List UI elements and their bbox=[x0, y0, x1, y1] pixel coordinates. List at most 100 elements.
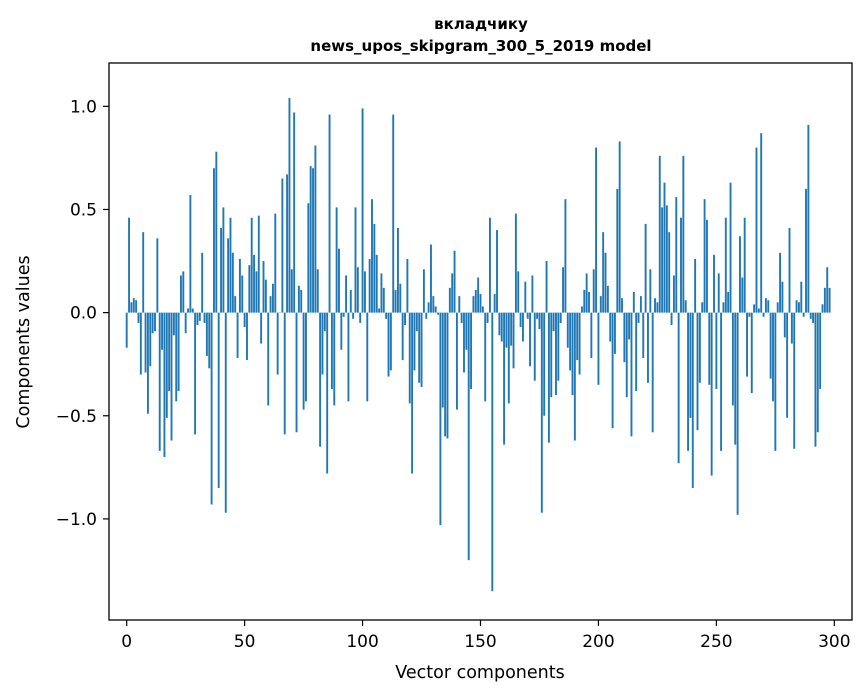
bar bbox=[632, 291, 635, 313]
bar bbox=[378, 308, 381, 313]
bar bbox=[651, 312, 654, 433]
bar bbox=[321, 312, 324, 375]
bar bbox=[302, 312, 305, 410]
bar bbox=[529, 312, 531, 367]
bar bbox=[583, 289, 586, 313]
bar bbox=[786, 312, 789, 418]
bar bbox=[286, 174, 289, 313]
y-tick-label: −1.0 bbox=[56, 510, 97, 530]
bar bbox=[422, 269, 425, 313]
bar bbox=[708, 312, 711, 385]
bar bbox=[323, 312, 326, 332]
x-tick-label: 150 bbox=[464, 632, 496, 652]
bar bbox=[526, 312, 529, 319]
bar bbox=[753, 304, 756, 313]
bar bbox=[394, 289, 397, 313]
bar bbox=[371, 199, 373, 313]
bar bbox=[168, 312, 171, 392]
bar bbox=[635, 312, 638, 392]
bar bbox=[639, 296, 642, 313]
bar bbox=[762, 312, 765, 317]
bar bbox=[314, 145, 317, 313]
bar bbox=[382, 287, 385, 313]
bar bbox=[805, 188, 807, 313]
bar bbox=[488, 217, 491, 313]
bar bbox=[715, 312, 718, 389]
bar bbox=[356, 267, 359, 313]
bar bbox=[363, 271, 366, 313]
bar bbox=[552, 312, 555, 332]
bar bbox=[246, 312, 248, 361]
bar bbox=[649, 269, 652, 313]
bar bbox=[590, 312, 593, 359]
bar bbox=[514, 213, 517, 313]
x-tick-label: 300 bbox=[818, 632, 850, 652]
bar bbox=[154, 312, 156, 332]
bar bbox=[175, 312, 178, 402]
bar bbox=[557, 312, 560, 381]
bar bbox=[177, 312, 180, 392]
bar bbox=[703, 199, 706, 313]
bar bbox=[144, 312, 147, 373]
bar bbox=[389, 312, 392, 371]
bar bbox=[729, 182, 732, 313]
bar bbox=[434, 306, 437, 313]
bar bbox=[128, 217, 130, 313]
bar bbox=[755, 147, 758, 313]
bar bbox=[687, 312, 690, 451]
bar bbox=[465, 312, 468, 350]
bar bbox=[156, 238, 159, 313]
bar bbox=[555, 312, 557, 396]
bar bbox=[132, 298, 135, 313]
bar bbox=[724, 217, 727, 313]
bar bbox=[165, 312, 168, 418]
bar bbox=[205, 312, 208, 356]
bar bbox=[545, 261, 548, 313]
bar bbox=[448, 287, 451, 313]
bar bbox=[816, 312, 819, 433]
bar bbox=[146, 312, 149, 414]
bar bbox=[446, 312, 449, 439]
bar bbox=[215, 151, 218, 313]
plot-frame bbox=[108, 62, 853, 621]
bar bbox=[309, 166, 312, 313]
bar bbox=[467, 312, 470, 561]
bar bbox=[701, 302, 704, 313]
bar bbox=[781, 281, 784, 313]
bar bbox=[571, 312, 574, 396]
bar bbox=[599, 296, 602, 313]
bar bbox=[210, 312, 213, 505]
bar bbox=[680, 217, 682, 313]
chart-subtitle: news_upos_skipgram_300_5_2019 model bbox=[310, 37, 651, 55]
bar bbox=[330, 312, 333, 389]
bar bbox=[503, 312, 506, 445]
bar bbox=[637, 312, 640, 323]
bar bbox=[578, 312, 581, 375]
bar bbox=[293, 112, 296, 313]
bar bbox=[387, 312, 390, 377]
bar bbox=[647, 312, 649, 383]
bar bbox=[623, 312, 626, 363]
bar bbox=[437, 312, 439, 315]
bar bbox=[198, 312, 201, 321]
bar bbox=[628, 312, 631, 340]
bar bbox=[418, 312, 421, 383]
bar bbox=[385, 312, 388, 319]
bar bbox=[540, 312, 543, 513]
bar bbox=[260, 312, 263, 344]
bar bbox=[580, 306, 583, 313]
bar bbox=[498, 312, 501, 336]
bar bbox=[739, 236, 741, 313]
bar bbox=[819, 312, 822, 389]
bar bbox=[519, 312, 522, 328]
bar bbox=[743, 217, 746, 313]
x-axis-label: Vector components bbox=[395, 663, 564, 683]
bar bbox=[142, 232, 145, 313]
bar bbox=[316, 269, 319, 313]
bar bbox=[217, 312, 220, 488]
bar bbox=[543, 312, 546, 416]
bar bbox=[380, 273, 383, 313]
bar bbox=[694, 258, 697, 313]
